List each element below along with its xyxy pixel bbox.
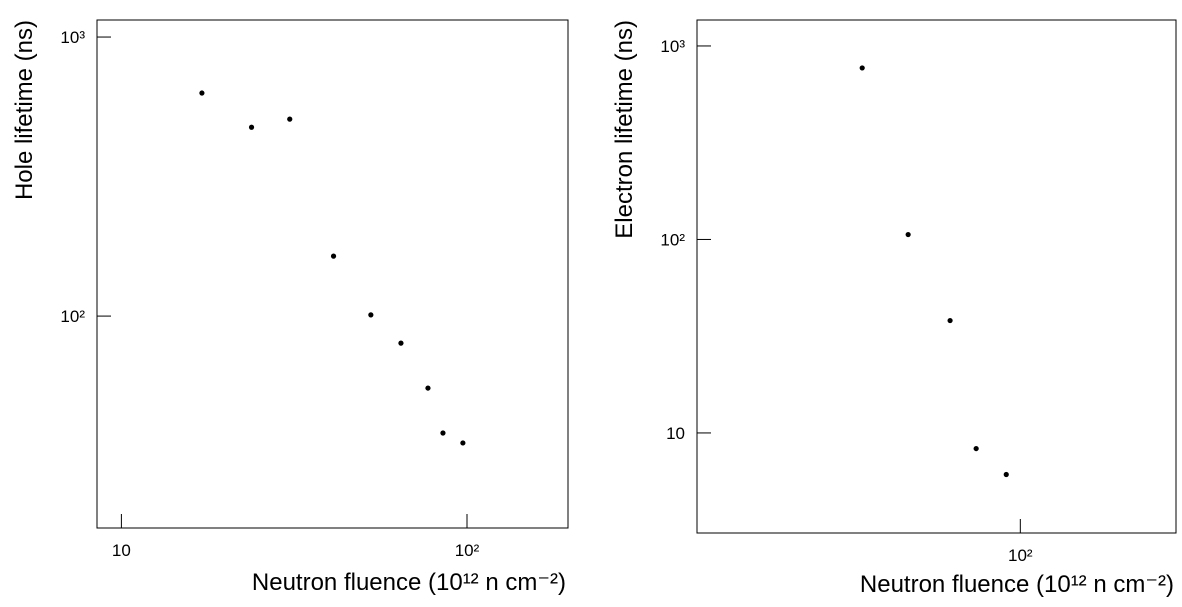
data-point: [905, 231, 911, 238]
data-point: [287, 116, 293, 122]
plot-frame: [696, 19, 1177, 534]
data-point: [248, 124, 255, 130]
y-axis-label: Electron lifetime (ns): [611, 20, 638, 239]
x-axis-label: Neutron fluence (10¹² n cm⁻²): [252, 569, 566, 596]
y-tick-label: 10²: [660, 230, 685, 249]
y-tick-label: 10²: [60, 307, 85, 326]
y-tick-label: 10³: [60, 28, 85, 47]
data-point: [440, 430, 446, 436]
y-tick-label: 10³: [660, 37, 685, 56]
x-tick-label: 10²: [455, 541, 480, 560]
data-point: [199, 90, 205, 96]
data-point: [425, 385, 431, 391]
data-point: [460, 440, 466, 446]
data-point: [330, 253, 337, 259]
x-axis-label: Neutron fluence (10¹² n cm⁻²): [860, 571, 1174, 598]
x-tick-label: 10²: [1008, 546, 1033, 565]
data-point: [859, 65, 865, 71]
data-point: [368, 312, 374, 318]
y-tick-label: 10: [666, 424, 685, 443]
plot-frame: [96, 19, 569, 529]
x-tick-label: 10: [112, 541, 131, 560]
data-point: [973, 445, 979, 452]
y-axis-label: Hole lifetime (ns): [11, 20, 38, 200]
data-point: [1003, 471, 1009, 478]
data-point: [398, 340, 404, 346]
data-point: [947, 317, 953, 324]
